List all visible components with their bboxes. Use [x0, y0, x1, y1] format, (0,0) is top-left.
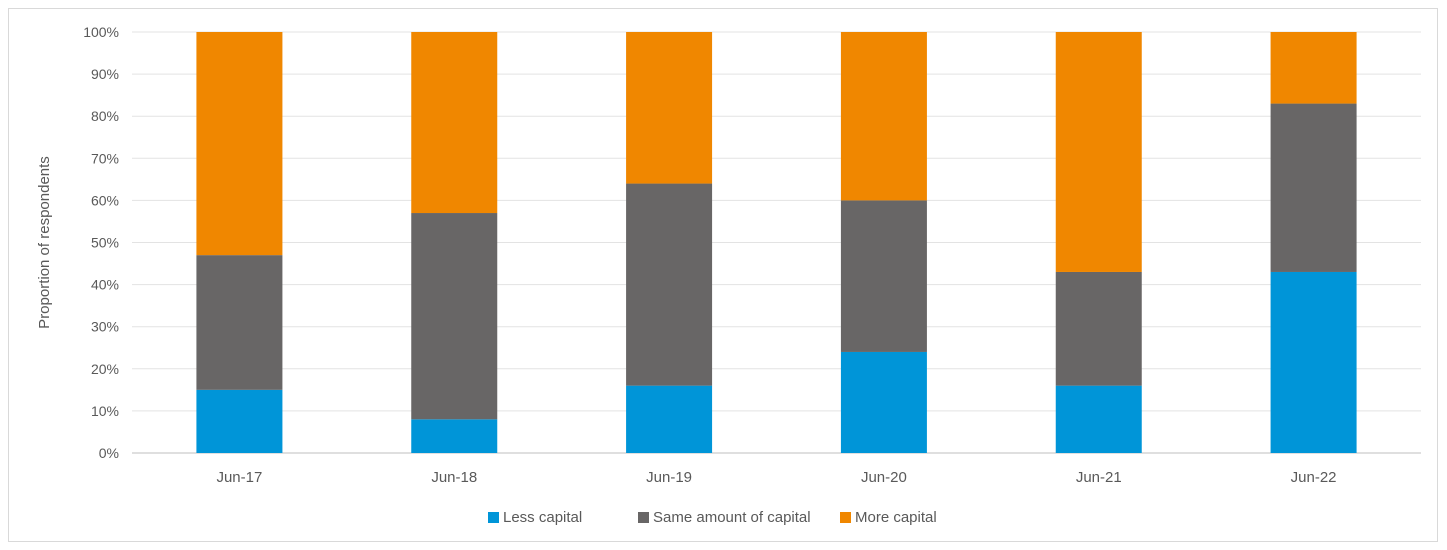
y-tick-label: 90%	[91, 66, 119, 82]
chart-frame: 0% 10% 20% 30% 40% 50% 60% 70% 80% 90% 100% Jun-17…	[8, 8, 1438, 542]
x-tick-label: Jun-17	[216, 469, 262, 486]
legend-swatch	[638, 512, 649, 523]
legend-label: More capital	[855, 509, 937, 526]
x-tick-label: Jun-21	[1076, 469, 1122, 486]
y-tick-label: 60%	[91, 192, 119, 208]
bar-segment-same-amount-of-capital-jun-19	[626, 183, 713, 386]
x-tick-label: Jun-22	[1291, 469, 1337, 486]
bar-segment-more-capital-jun-19	[626, 32, 713, 184]
grid-lines	[132, 31, 1421, 454]
bar-segment-more-capital-jun-20	[840, 32, 927, 201]
x-tick-label: Jun-20	[861, 469, 907, 486]
bar-segment-less-capital-jun-20	[840, 351, 927, 453]
bar-segment-less-capital-jun-17	[196, 389, 283, 453]
y-axis-label: Proportion of respondents	[36, 156, 53, 329]
bar-segment-more-capital-jun-18	[411, 32, 498, 214]
legend-swatch	[488, 512, 499, 523]
legend-item-less-capital: Less capital	[488, 509, 582, 526]
x-axis-ticks: Jun-17 Jun-18 Jun-19 Jun-20 Jun-21 Jun-22	[216, 469, 1336, 486]
y-tick-label: 70%	[91, 150, 119, 166]
legend-item-more-capital: More capital	[840, 509, 937, 526]
y-tick-label: 40%	[91, 277, 119, 293]
y-tick-label: 10%	[91, 403, 119, 419]
legend-label: Less capital	[503, 509, 582, 526]
bar-segment-less-capital-jun-22	[1270, 271, 1357, 453]
bar-segment-same-amount-of-capital-jun-22	[1270, 103, 1357, 272]
y-tick-label: 0%	[99, 445, 119, 461]
bar-segment-same-amount-of-capital-jun-18	[411, 213, 498, 420]
legend: Less capital Same amount of capital More c…	[488, 509, 937, 526]
stacked-bar-chart: 0% 10% 20% 30% 40% 50% 60% 70% 80% 90% 100% Jun-17…	[36, 24, 1421, 526]
y-axis-ticks: 0% 10% 20% 30% 40% 50% 60% 70% 80% 90% 100%	[83, 24, 119, 461]
bar-segment-more-capital-jun-17	[196, 32, 283, 256]
bar-segment-less-capital-jun-19	[626, 385, 713, 453]
y-tick-label: 100%	[83, 24, 119, 40]
y-tick-label: 80%	[91, 108, 119, 124]
x-tick-label: Jun-18	[431, 469, 477, 486]
bar-segment-same-amount-of-capital-jun-20	[840, 200, 927, 352]
bar-segment-more-capital-jun-22	[1270, 32, 1357, 104]
y-tick-label: 30%	[91, 319, 119, 335]
bar-segment-more-capital-jun-21	[1055, 32, 1142, 272]
legend-item-same-amount-of-capital: Same amount of capital	[638, 509, 811, 526]
y-tick-label: 20%	[91, 361, 119, 377]
x-tick-label: Jun-19	[646, 469, 692, 486]
bar-segment-same-amount-of-capital-jun-17	[196, 255, 283, 390]
bars	[196, 32, 1357, 453]
y-tick-label: 50%	[91, 235, 119, 251]
legend-label: Same amount of capital	[653, 509, 811, 526]
bar-segment-less-capital-jun-18	[411, 419, 498, 453]
legend-swatch	[840, 512, 851, 523]
bar-segment-same-amount-of-capital-jun-21	[1055, 271, 1142, 386]
bar-segment-less-capital-jun-21	[1055, 385, 1142, 453]
